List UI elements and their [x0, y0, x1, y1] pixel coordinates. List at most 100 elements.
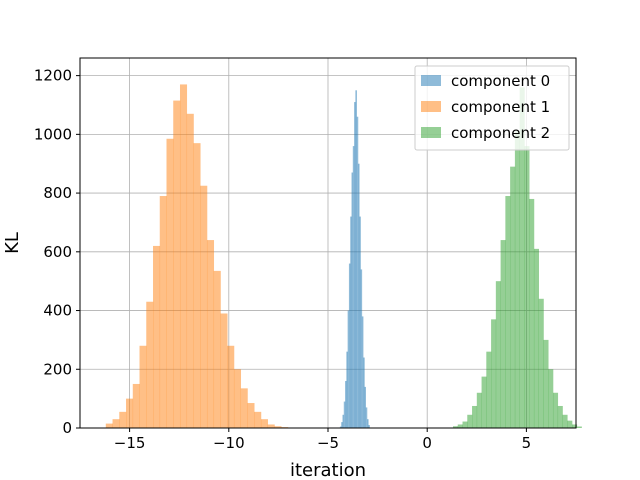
- histogram-bar: [105, 423, 113, 428]
- histogram-bar: [572, 424, 578, 428]
- y-tick-label: 1000: [34, 125, 72, 143]
- histogram-bar: [538, 298, 544, 428]
- histogram-bar: [348, 263, 351, 428]
- histogram-bar: [173, 100, 181, 428]
- y-tick-label: 800: [43, 184, 72, 202]
- y-tick-label: 400: [43, 302, 72, 320]
- histogram-bar: [153, 245, 161, 428]
- histogram-bar: [514, 131, 520, 428]
- histogram-bar: [240, 388, 248, 428]
- histogram-bar: [366, 419, 369, 428]
- series-2-bars: [452, 87, 582, 428]
- histogram-bar: [452, 426, 459, 428]
- histogram-bar: [486, 351, 492, 428]
- legend-entry: component 1: [451, 98, 550, 116]
- y-axis-ticks: 0 200 400 600 800 1000 1200: [34, 67, 80, 437]
- histogram-bar: [247, 403, 255, 428]
- histogram-bar: [159, 196, 167, 428]
- histogram-bar: [462, 421, 468, 428]
- histogram-bar: [193, 143, 201, 428]
- histogram-bar: [552, 392, 559, 428]
- histogram-bar: [267, 424, 275, 428]
- histogram-bar: [352, 146, 355, 428]
- y-tick-label: 600: [43, 243, 72, 261]
- histogram-bar: [360, 269, 363, 428]
- histogram-bar: [567, 420, 573, 428]
- legend-swatch: [421, 101, 441, 112]
- histogram-bar: [505, 196, 511, 428]
- histogram-bar: [543, 339, 549, 428]
- histogram-bar: [341, 422, 343, 428]
- histogram-bar: [529, 198, 535, 428]
- histogram-bar: [346, 351, 348, 428]
- histogram-bar: [519, 87, 525, 428]
- histogram-bar: [368, 425, 370, 428]
- histogram-bar: [254, 411, 262, 428]
- histogram-bar: [206, 240, 215, 428]
- histogram-bar: [119, 411, 127, 428]
- y-tick-label: 1200: [34, 67, 72, 85]
- histogram-bar: [260, 419, 268, 428]
- legend: component 0 component 1 component 2: [414, 65, 570, 151]
- histogram-bar: [457, 424, 463, 428]
- histogram-bar: [179, 84, 188, 428]
- histogram-bar: [227, 345, 235, 428]
- legend-box: [414, 65, 570, 151]
- histogram-bar: [557, 405, 563, 428]
- y-tick-label: 0: [62, 419, 72, 437]
- histogram-bar: [476, 392, 482, 428]
- histogram-bar: [343, 401, 346, 428]
- x-axis-label: iteration: [290, 460, 366, 480]
- x-tick-label: 0: [422, 434, 432, 452]
- legend-entry: component 0: [451, 72, 550, 90]
- histogram-bar: [347, 310, 350, 428]
- x-tick-label: 5: [522, 434, 532, 452]
- histogram-bar: [233, 369, 242, 428]
- histogram-bar: [166, 138, 174, 428]
- histogram-bar: [350, 216, 352, 428]
- histogram-bar: [357, 163, 360, 428]
- histogram-bar: [213, 270, 221, 428]
- histogram-bar: [342, 414, 345, 428]
- histogram-bar: [274, 426, 282, 428]
- histogram-bar: [220, 313, 228, 428]
- histogram-bar: [481, 376, 487, 428]
- histogram-bar: [351, 172, 354, 428]
- histogram-bar: [132, 383, 140, 428]
- y-axis-label: KL: [2, 232, 23, 254]
- histogram-bar: [356, 116, 359, 428]
- histogram-bar: [365, 407, 368, 428]
- histogram-bar: [576, 426, 582, 428]
- histogram-bar: [139, 345, 147, 428]
- histogram-bar: [361, 316, 364, 428]
- x-tick-label: −10: [213, 434, 245, 452]
- histogram-bars: [105, 84, 582, 429]
- legend-swatch: [421, 127, 441, 138]
- histogram-bar: [548, 369, 554, 428]
- histogram-bar: [472, 405, 478, 428]
- histogram-bar: [510, 166, 516, 428]
- x-axis-ticks: −15 −10 −5 0 5: [114, 428, 531, 452]
- histogram-bar: [359, 216, 361, 428]
- legend-swatch: [421, 75, 441, 86]
- histogram-bar: [533, 248, 540, 428]
- histogram-bar: [345, 381, 347, 428]
- histogram-bar: [339, 426, 342, 428]
- histogram-bar: [112, 419, 120, 428]
- histogram-bar: [126, 398, 134, 428]
- histogram-bar: [354, 102, 356, 429]
- histogram-bar: [186, 113, 194, 429]
- histogram-bar: [363, 357, 365, 428]
- histogram-bar: [146, 301, 154, 428]
- histogram-bar: [467, 414, 473, 428]
- histogram-bar: [500, 240, 506, 428]
- histogram-bar: [562, 414, 568, 428]
- histogram-bar: [491, 319, 497, 428]
- series-0-bars: [339, 90, 370, 429]
- histogram-bar: [200, 185, 208, 428]
- histogram-bar: [364, 386, 366, 428]
- histogram-bar: [524, 146, 530, 428]
- y-tick-label: 200: [43, 360, 72, 378]
- histogram-bar: [495, 281, 501, 428]
